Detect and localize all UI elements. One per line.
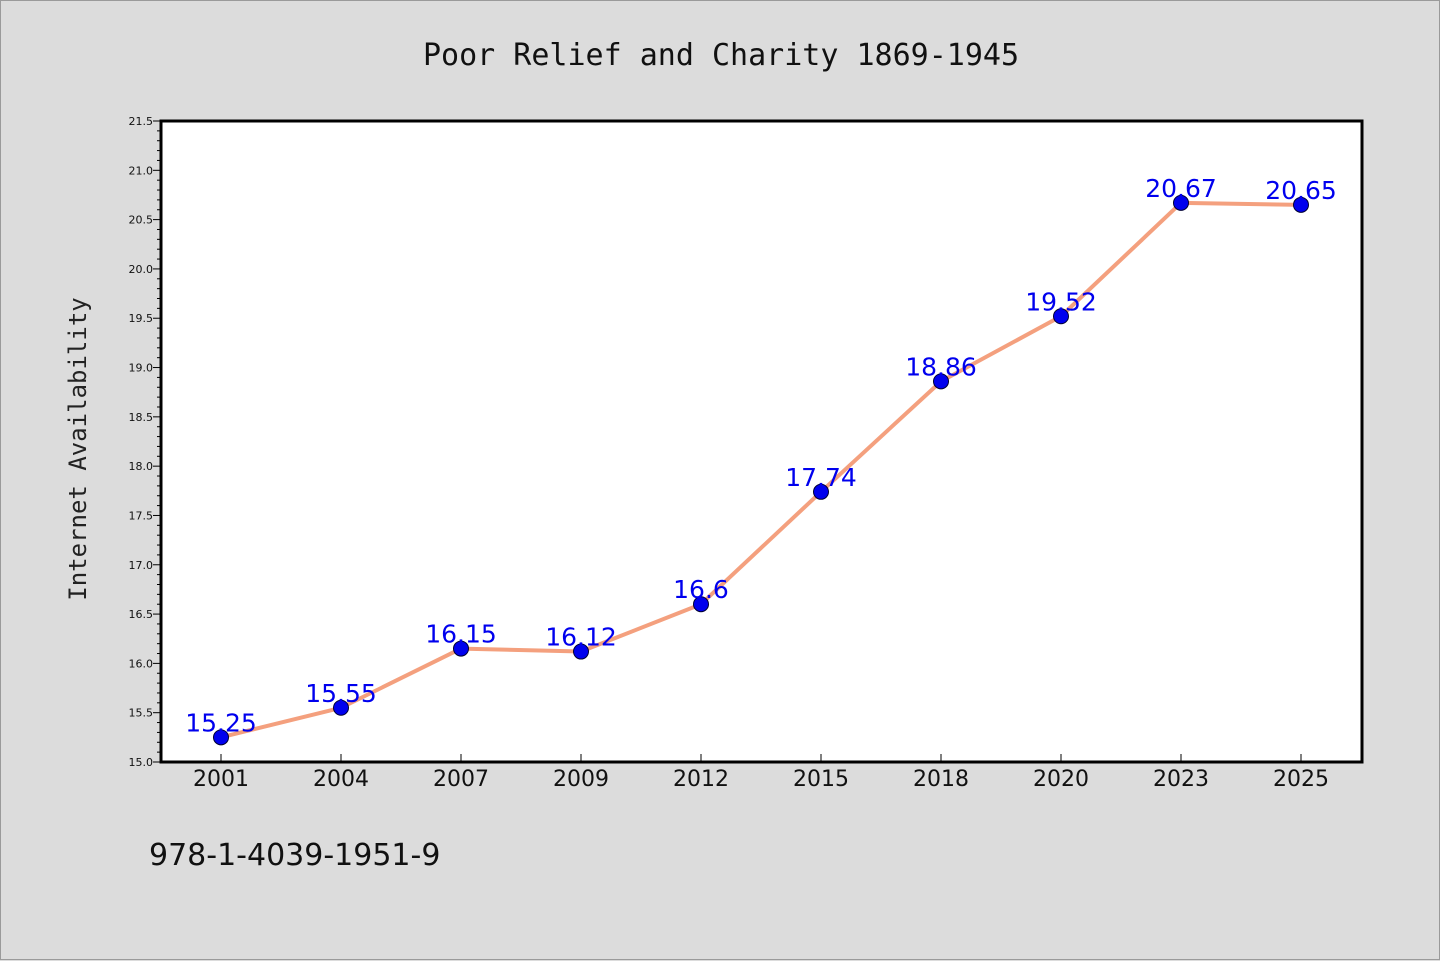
data-label: 20.65 — [1265, 176, 1337, 205]
x-tick-label: 2023 — [1153, 767, 1209, 792]
y-tick-label: 17.5 — [129, 509, 154, 522]
data-label: 15.55 — [305, 679, 377, 708]
y-tick-label: 20.5 — [129, 214, 154, 227]
y-tick-label: 16.5 — [129, 608, 154, 621]
x-tick-label: 2020 — [1033, 767, 1089, 792]
x-tick-label: 2004 — [313, 767, 369, 792]
y-tick-label: 18.0 — [129, 460, 154, 473]
x-tick-label: 2007 — [433, 767, 489, 792]
y-tick-label: 21.0 — [129, 164, 154, 177]
y-axis-label: Internet Availability — [64, 297, 92, 600]
data-label: 18.86 — [905, 352, 977, 381]
x-tick-label: 2015 — [793, 767, 849, 792]
y-tick-label: 19.0 — [129, 362, 154, 375]
data-point-marker — [1053, 308, 1069, 325]
y-tick-label: 16.0 — [129, 657, 154, 670]
data-point-marker — [573, 643, 589, 660]
data-point-marker — [1293, 196, 1309, 213]
y-tick-label: 18.5 — [129, 411, 154, 424]
data-point-marker — [213, 729, 229, 746]
data-label: 17.74 — [785, 463, 857, 492]
data-label: 16.15 — [425, 620, 497, 649]
x-tick-label: 2009 — [553, 767, 609, 792]
data-label: 15.25 — [185, 708, 257, 737]
data-point-marker — [333, 699, 349, 716]
y-tick-label: 20.0 — [129, 263, 154, 276]
data-point-marker — [453, 640, 469, 657]
data-point-marker — [1173, 194, 1189, 211]
series-line — [219, 200, 1303, 740]
x-tick-label: 2012 — [673, 767, 729, 792]
y-tick-label: 19.5 — [129, 312, 154, 325]
data-label: 19.52 — [1025, 287, 1097, 316]
data-point-marker — [933, 373, 949, 390]
data-label: 16.6 — [673, 575, 729, 604]
x-tick-label: 2018 — [913, 767, 969, 792]
data-label: 20.67 — [1145, 174, 1217, 203]
series — [213, 194, 1309, 746]
footnote-isbn: 978-1-4039-1951-9 — [149, 838, 440, 873]
plot-area — [159, 119, 1364, 764]
data-point-marker — [813, 483, 829, 500]
x-axis-ticks: 2001 2004 2007 2009 2012 2015 2018 2020 2023 2025 — [193, 754, 1329, 792]
y-tick-label: 21.5 — [129, 115, 154, 128]
y-axis-ticks: 15.0 15.5 16.0 16.5 17.0 17.5 18.0 18.5 19.0 19.5… — [129, 115, 161, 769]
chart-title: Poor Relief and Charity 1869-1945 — [423, 38, 1019, 73]
y-tick-label: 15.0 — [129, 756, 154, 769]
x-tick-label: 2025 — [1273, 767, 1329, 792]
y-tick-label: 17.0 — [129, 559, 154, 572]
x-tick-label: 2001 — [193, 767, 249, 792]
data-labels: 15.25 15.55 16.15 16.12 16.6 17.74 18.86 19.52 2… — [185, 174, 1337, 737]
y-tick-label: 15.5 — [129, 707, 154, 720]
data-point-marker — [693, 596, 709, 613]
data-label: 16.12 — [545, 623, 617, 652]
